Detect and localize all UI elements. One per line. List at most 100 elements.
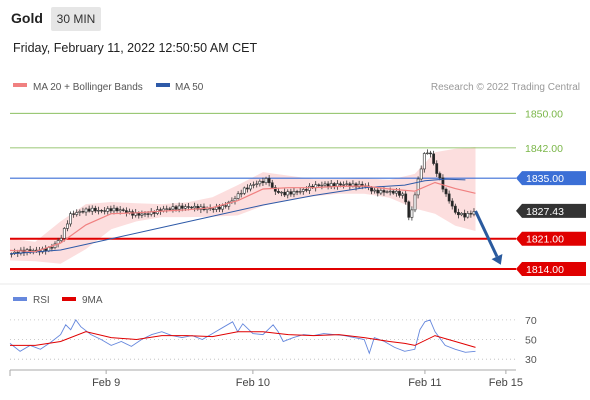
candle <box>329 179 333 190</box>
candle <box>326 181 330 190</box>
candle-body <box>242 187 246 194</box>
candle <box>289 188 293 197</box>
candle-body <box>233 198 237 202</box>
candle-body <box>422 153 426 170</box>
candle <box>435 160 439 177</box>
candle <box>75 209 79 217</box>
candle <box>84 207 88 216</box>
level-tag-support <box>516 231 586 246</box>
legend-label-rsi: RSI <box>33 295 50 306</box>
candle <box>432 150 436 166</box>
candle <box>280 191 283 197</box>
candle <box>100 209 103 214</box>
candle-body <box>69 213 72 225</box>
ma20-line <box>9 181 476 253</box>
candle <box>404 190 408 205</box>
candle-body <box>214 206 218 210</box>
legend-swatch-9ma <box>62 297 76 301</box>
candle <box>450 198 454 210</box>
candle-body <box>103 210 107 212</box>
candle-body <box>460 212 463 216</box>
legend-label-ma20: MA 20 + Bollinger Bands <box>33 82 143 93</box>
level-tag-support <box>516 262 586 277</box>
candle <box>407 200 411 221</box>
header-bar: Gold 30 MIN <box>0 0 590 36</box>
legend-swatch-rsi <box>13 297 27 301</box>
candle-body <box>106 208 110 212</box>
candle-body <box>320 184 324 187</box>
candle-body <box>286 191 290 196</box>
candle-body <box>183 206 187 209</box>
candle-body <box>326 183 330 187</box>
candle-body <box>438 173 442 179</box>
candle <box>252 181 256 189</box>
rsi-tick-label: 50 <box>525 335 537 347</box>
candle <box>121 207 125 212</box>
level-label-resistance: 1850.00 <box>525 108 563 120</box>
candle <box>264 176 268 185</box>
candle <box>227 200 231 210</box>
candle-body <box>301 189 305 192</box>
candle-body <box>187 206 190 208</box>
timeframe-badge[interactable]: 30 MIN <box>51 7 101 31</box>
forecast-arrow-shaft <box>474 210 499 258</box>
candle <box>62 227 66 242</box>
candle <box>308 183 311 195</box>
candle-body <box>93 207 97 212</box>
candle-body <box>339 183 342 186</box>
candle <box>416 176 420 199</box>
candle <box>438 171 442 181</box>
candle <box>97 206 100 215</box>
candle <box>391 189 395 195</box>
level-tag-current <box>516 203 586 218</box>
level-tag-pivot <box>516 171 586 186</box>
candle-body <box>354 183 358 188</box>
candle-body <box>342 184 346 186</box>
candle-body <box>277 191 280 193</box>
candle <box>109 205 113 214</box>
candle-body <box>292 191 296 195</box>
level-label-current: 1827.43 <box>526 206 564 218</box>
ma50-line <box>9 178 466 255</box>
candle-body <box>59 238 63 241</box>
candle-body <box>391 190 395 194</box>
candle-body <box>385 191 389 193</box>
candle <box>379 187 383 195</box>
candle-body <box>121 209 125 211</box>
candle <box>419 165 423 181</box>
candle <box>249 183 252 192</box>
candle <box>270 179 274 189</box>
x-tick-label: Feb 15 <box>489 377 523 389</box>
candle-body <box>376 189 380 194</box>
candle <box>323 181 327 188</box>
candle-body <box>221 205 224 210</box>
candle-body <box>329 183 333 187</box>
candle <box>460 212 463 217</box>
candle-body <box>283 191 287 196</box>
candle-body <box>165 208 169 210</box>
candle <box>90 205 94 215</box>
candle-body <box>426 152 429 155</box>
candle <box>106 206 110 215</box>
candle <box>320 181 324 190</box>
level-label-support: 1821.00 <box>526 234 564 246</box>
candle-body <box>463 212 467 218</box>
candle <box>72 210 76 218</box>
candle <box>115 206 119 213</box>
candle <box>273 185 277 195</box>
candle-body <box>100 210 103 212</box>
candle <box>193 202 197 212</box>
candle-body <box>62 228 66 239</box>
x-tick-label: Feb 11 <box>408 377 441 389</box>
candle-body <box>72 213 76 215</box>
candle-body <box>419 168 423 180</box>
candle <box>239 189 243 198</box>
candle <box>429 150 432 158</box>
level-label-resistance: 1842.00 <box>525 143 563 155</box>
candle-body <box>174 206 178 210</box>
candle <box>301 187 305 195</box>
candle-body <box>118 209 122 212</box>
candle <box>242 186 246 196</box>
candle-body <box>413 194 417 211</box>
